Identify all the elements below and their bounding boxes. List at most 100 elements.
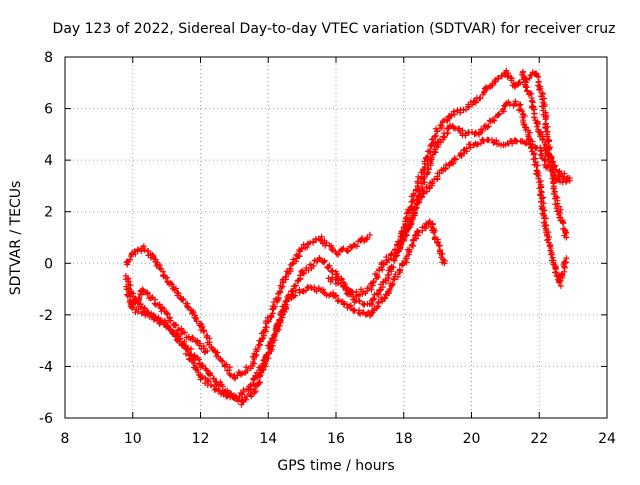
data-point-marker [426, 148, 433, 155]
data-point-marker [491, 117, 498, 124]
data-point-marker [240, 386, 247, 393]
x-tick-label: 24 [598, 431, 616, 447]
data-point-marker [554, 200, 561, 207]
data-point-marker [463, 145, 470, 152]
data-point-marker [373, 271, 380, 278]
data-point-marker [525, 131, 532, 138]
data-point-marker [534, 162, 541, 169]
data-point-marker [474, 141, 481, 148]
data-point-marker [254, 346, 261, 353]
data-point-marker [164, 278, 171, 285]
data-point-marker [263, 324, 270, 331]
data-point-marker [343, 284, 350, 291]
data-point-marker [260, 357, 267, 364]
data-point-marker [198, 374, 205, 381]
data-point-marker [465, 104, 472, 111]
data-point-marker [540, 211, 547, 218]
data-point-marker [172, 321, 179, 328]
data-point-marker [483, 85, 490, 92]
data-point-marker [415, 229, 422, 236]
data-point-marker [400, 236, 407, 243]
data-point-marker [325, 275, 332, 282]
data-point-marker [151, 256, 158, 263]
data-point-marker [395, 248, 402, 255]
data-point-marker [560, 174, 567, 181]
data-point-marker [531, 150, 538, 157]
data-point-marker [452, 156, 459, 163]
data-point-marker [538, 147, 545, 154]
data-point-marker [386, 286, 393, 293]
data-point-marker [150, 253, 157, 260]
data-point-marker [321, 258, 328, 265]
series-track-6 [129, 286, 211, 356]
data-point-marker [534, 73, 541, 80]
data-point-marker [251, 382, 258, 389]
data-point-marker [394, 273, 401, 280]
data-point-marker [555, 171, 562, 178]
data-point-marker [138, 303, 145, 310]
data-point-marker [462, 132, 469, 139]
data-point-marker [359, 235, 366, 242]
data-point-marker [335, 251, 342, 258]
data-point-marker [164, 310, 171, 317]
data-point-marker [179, 296, 186, 303]
data-point-marker [388, 263, 395, 270]
data-point-marker [447, 113, 454, 120]
data-point-marker [438, 122, 445, 129]
data-point-marker [269, 303, 276, 310]
data-point-marker [519, 68, 526, 75]
data-point-marker [560, 220, 567, 227]
data-point-marker [127, 282, 134, 289]
data-point-marker [289, 261, 296, 268]
data-point-marker [293, 258, 300, 265]
data-point-marker [540, 200, 547, 207]
data-point-marker [279, 277, 286, 284]
data-point-marker [542, 124, 549, 131]
data-point-marker [405, 223, 412, 230]
data-point-marker [543, 112, 550, 119]
data-point-marker [444, 129, 451, 136]
data-point-marker [203, 334, 210, 341]
data-point-marker [135, 294, 142, 301]
x-tick-label: 14 [259, 431, 277, 447]
data-point-marker [408, 198, 415, 205]
data-point-marker [200, 328, 207, 335]
data-point-marker [340, 245, 347, 252]
y-tick-label: 2 [44, 205, 53, 221]
data-point-marker [349, 289, 356, 296]
x-tick-label: 22 [530, 431, 548, 447]
data-point-marker [546, 138, 553, 145]
data-point-marker [252, 387, 259, 394]
data-point-marker [485, 123, 492, 130]
data-point-marker [320, 286, 327, 293]
data-point-marker [350, 306, 357, 313]
data-point-marker [191, 353, 198, 360]
data-point-marker [328, 246, 335, 253]
data-point-marker [300, 270, 307, 277]
data-point-marker [532, 159, 539, 166]
data-point-marker [354, 243, 361, 250]
data-point-marker [126, 256, 133, 263]
data-point-marker [184, 300, 191, 307]
data-point-marker [391, 257, 398, 264]
data-point-marker [498, 73, 505, 80]
y-tick-label: -4 [39, 359, 53, 375]
y-tick-label: 8 [44, 50, 53, 66]
data-point-marker [263, 352, 270, 359]
data-point-marker [484, 124, 491, 131]
data-point-marker [540, 135, 547, 142]
data-point-marker [253, 369, 260, 376]
data-point-marker [436, 170, 443, 177]
data-point-marker [434, 236, 441, 243]
data-point-marker [184, 346, 191, 353]
data-point-marker [249, 381, 256, 388]
data-point-marker [156, 265, 163, 272]
x-axis-label: GPS time / hours [277, 458, 394, 474]
data-point-marker [368, 286, 375, 293]
grid [65, 57, 607, 418]
data-point-marker [456, 125, 463, 132]
data-point-marker [208, 382, 215, 389]
data-point-marker [226, 364, 233, 371]
